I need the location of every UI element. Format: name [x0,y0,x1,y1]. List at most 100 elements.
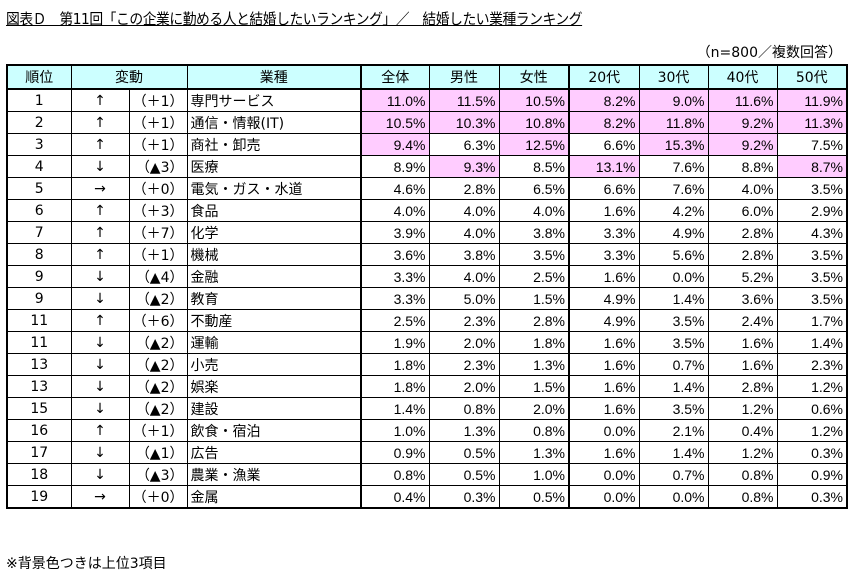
header-20s: 20代 [568,64,640,90]
change-cell: （▲2） [128,375,188,398]
value-cell-50s: 2.9% [776,199,848,222]
header-industry: 業種 [186,64,362,90]
rank-cell: 5 [6,177,72,200]
rank-cell: 4 [6,155,72,178]
change-cell: （▲2） [128,331,188,354]
industry-cell: 機械 [186,243,362,266]
value-cell-female: 3.8% [498,221,570,244]
value-cell-male: 4.0% [428,265,500,288]
value-cell-male: 11.5% [428,88,500,112]
value-cell-male: 0.8% [428,397,500,420]
value-cell-30s: 4.9% [638,221,709,244]
table-row: 5 → （＋0） 電気・ガス・水道 4.6% 2.8% 6.5% 6.6% 7.6% 4.0% 3.… [6,177,848,200]
industry-cell: 金属 [186,485,362,509]
change-cell: （▲2） [128,353,188,376]
industry-cell: 小売 [186,353,362,376]
value-cell-female: 10.5% [498,88,570,112]
value-cell-male: 2.3% [428,309,500,332]
header-30s: 30代 [638,64,709,90]
change-arrow-icon: → [70,177,130,200]
change-arrow-icon: ↓ [70,265,130,288]
rank-cell: 2 [6,111,72,134]
industry-cell: 飲食・宿泊 [186,419,362,442]
rank-cell: 18 [6,463,72,486]
rank-cell: 1 [6,88,72,112]
chart-title: 図表Ｄ 第11回「この企業に勤める人と結婚したいランキング」／ 結婚したい業種ラ… [6,10,583,28]
value-cell-30s: 4.2% [638,199,709,222]
value-cell-20s: 8.2% [568,111,640,134]
value-cell-50s: 0.3% [776,441,848,464]
value-cell-total: 0.4% [360,485,430,509]
header-rank: 順位 [6,64,72,90]
industry-cell: 運輸 [186,331,362,354]
change-cell: （＋1） [128,419,188,442]
value-cell-30s: 3.5% [638,309,709,332]
change-cell: （▲2） [128,287,188,310]
value-cell-female: 10.8% [498,111,570,134]
value-cell-40s: 4.0% [707,177,778,200]
header-total: 全体 [360,64,430,90]
change-cell: （＋1） [128,111,188,134]
value-cell-female: 0.5% [498,485,570,509]
rank-cell: 9 [6,265,72,288]
value-cell-total: 3.3% [360,287,430,310]
value-cell-male: 2.8% [428,177,500,200]
value-cell-30s: 5.6% [638,243,709,266]
value-cell-total: 3.3% [360,265,430,288]
industry-cell: 娯楽 [186,375,362,398]
value-cell-40s: 3.6% [707,287,778,310]
rank-cell: 9 [6,287,72,310]
value-cell-40s: 2.8% [707,221,778,244]
rank-cell: 13 [6,375,72,398]
industry-cell: 通信・情報(IT) [186,111,362,134]
value-cell-male: 2.0% [428,331,500,354]
industry-cell: 広告 [186,441,362,464]
value-cell-20s: 6.6% [568,133,640,156]
value-cell-50s: 1.2% [776,375,848,398]
value-cell-female: 2.5% [498,265,570,288]
value-cell-40s: 1.2% [707,397,778,420]
industry-cell: 化学 [186,221,362,244]
value-cell-male: 2.3% [428,353,500,376]
value-cell-male: 2.0% [428,375,500,398]
industry-cell: 専門サービス [186,88,362,112]
rank-cell: 7 [6,221,72,244]
value-cell-total: 1.8% [360,353,430,376]
value-cell-male: 10.3% [428,111,500,134]
industry-cell: 教育 [186,287,362,310]
value-cell-total: 3.9% [360,221,430,244]
change-cell: （＋1） [128,133,188,156]
rank-cell: 11 [6,331,72,354]
table-row: 6 ↑ （＋3） 食品 4.0% 4.0% 4.0% 1.6% 4.2% 6.0% 2.9% [6,199,848,222]
value-cell-female: 3.5% [498,243,570,266]
value-cell-male: 1.3% [428,419,500,442]
value-cell-50s: 8.7% [776,155,848,178]
value-cell-total: 9.4% [360,133,430,156]
change-arrow-icon: ↑ [70,309,130,332]
change-arrow-icon: ↓ [70,441,130,464]
value-cell-40s: 0.8% [707,485,778,509]
value-cell-40s: 2.8% [707,375,778,398]
value-cell-female: 1.5% [498,375,570,398]
industry-cell: 不動産 [186,309,362,332]
industry-cell: 電気・ガス・水道 [186,177,362,200]
value-cell-40s: 1.6% [707,353,778,376]
change-cell: （▲4） [128,265,188,288]
value-cell-total: 1.8% [360,375,430,398]
value-cell-50s: 11.3% [776,111,848,134]
header-40s: 40代 [707,64,778,90]
value-cell-40s: 2.8% [707,243,778,266]
value-cell-50s: 1.7% [776,309,848,332]
industry-cell: 商社・卸売 [186,133,362,156]
value-cell-20s: 6.6% [568,177,640,200]
change-arrow-icon: ↓ [70,287,130,310]
value-cell-30s: 0.7% [638,463,709,486]
change-cell: （＋0） [128,485,188,509]
change-arrow-icon: ↓ [70,397,130,420]
rank-cell: 16 [6,419,72,442]
value-cell-40s: 0.8% [707,463,778,486]
change-cell: （＋7） [128,221,188,244]
table-row: 9 ↓ （▲2） 教育 3.3% 5.0% 1.5% 4.9% 1.4% 3.6% 3.5% [6,287,848,310]
value-cell-total: 3.6% [360,243,430,266]
value-cell-male: 0.5% [428,441,500,464]
